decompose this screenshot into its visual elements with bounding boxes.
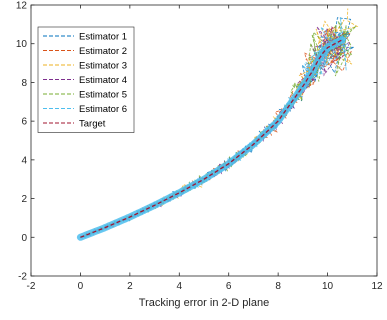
x-axis-label: Tracking error in 2-D plane: [139, 297, 269, 309]
y-tick-label: -2: [18, 272, 27, 283]
legend-label: Estimator 4: [79, 75, 127, 86]
y-tick-label: 12: [16, 1, 28, 12]
legend-label: Target: [79, 118, 106, 129]
target-line: [80, 39, 343, 238]
y-tick-label: 2: [21, 194, 27, 205]
legend-label: Estimator 5: [79, 89, 127, 100]
legend-label: Estimator 2: [79, 46, 127, 57]
axis-ticks: -2 0 2 4 6 8 10 12 -2 0 2 4 6 8 10 12: [16, 1, 383, 293]
x-tick-label: 8: [275, 281, 281, 292]
y-tick-label: 10: [16, 39, 28, 50]
legend: Estimator 1 Estimator 2 Estimator 3 Estimat…: [37, 26, 135, 133]
x-tick-label: 2: [127, 281, 133, 292]
x-tick-label: 0: [78, 281, 84, 292]
x-tick-label: 6: [226, 281, 232, 292]
x-tick-label: 12: [371, 281, 383, 292]
legend-label: Estimator 3: [79, 60, 127, 71]
y-tick-label: 4: [21, 155, 27, 166]
x-tick-label: 10: [322, 281, 334, 292]
target-trace: [80, 39, 343, 238]
y-tick-label: 0: [21, 233, 27, 244]
y-tick-label: 6: [21, 117, 27, 128]
x-tick-label: -2: [27, 281, 36, 292]
legend-box: [37, 26, 135, 133]
legend-label: Estimator 1: [79, 31, 127, 42]
legend-label: Estimator 6: [79, 104, 127, 115]
axes-box: [30, 4, 378, 277]
y-tick-label: 8: [21, 78, 27, 89]
x-tick-label: 4: [177, 281, 183, 292]
